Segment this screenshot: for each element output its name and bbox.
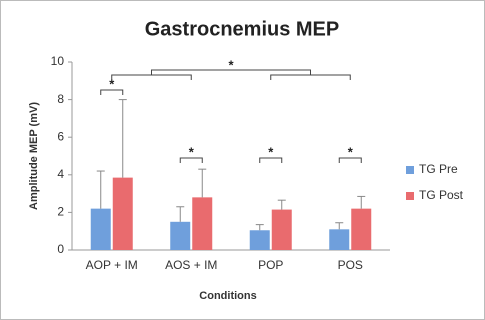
bar	[351, 208, 372, 250]
bar	[192, 197, 213, 250]
y-tick-label: 8	[57, 92, 64, 106]
bar	[329, 229, 350, 250]
y-tick-label: 6	[57, 129, 64, 143]
bracket	[259, 157, 283, 163]
significance-star: *	[348, 144, 354, 159]
legend-swatch	[406, 166, 414, 174]
significance-star: *	[228, 57, 234, 72]
y-tick-label: 2	[57, 205, 64, 219]
bracket	[338, 157, 362, 163]
significance-star: *	[268, 144, 274, 159]
bar	[112, 177, 133, 250]
x-tick-label: POP	[258, 258, 283, 272]
y-axis-title: Amplitude MEP (mV)	[28, 102, 40, 210]
bracket	[179, 157, 203, 163]
y-tick-label: 4	[57, 167, 64, 181]
bar	[271, 209, 292, 250]
significance-star: *	[189, 144, 195, 159]
x-tick-label: AOS + IM	[165, 258, 217, 272]
bar	[170, 221, 191, 250]
bracket	[151, 69, 311, 75]
legend-swatch	[406, 192, 414, 200]
bar	[249, 230, 270, 250]
bar	[90, 208, 111, 250]
legend-label: TG Pre	[419, 162, 458, 176]
bracket	[100, 89, 124, 95]
x-tick-label: POS	[338, 258, 363, 272]
x-axis-title: Conditions	[199, 290, 256, 302]
x-tick-label: AOP + IM	[86, 258, 138, 272]
legend-label: TG Post	[419, 188, 464, 202]
significance-star: *	[109, 76, 115, 91]
y-tick-label: 10	[51, 54, 65, 68]
chart-title: Gastrocnemius MEP	[145, 18, 340, 40]
y-tick-label: 0	[57, 242, 64, 256]
